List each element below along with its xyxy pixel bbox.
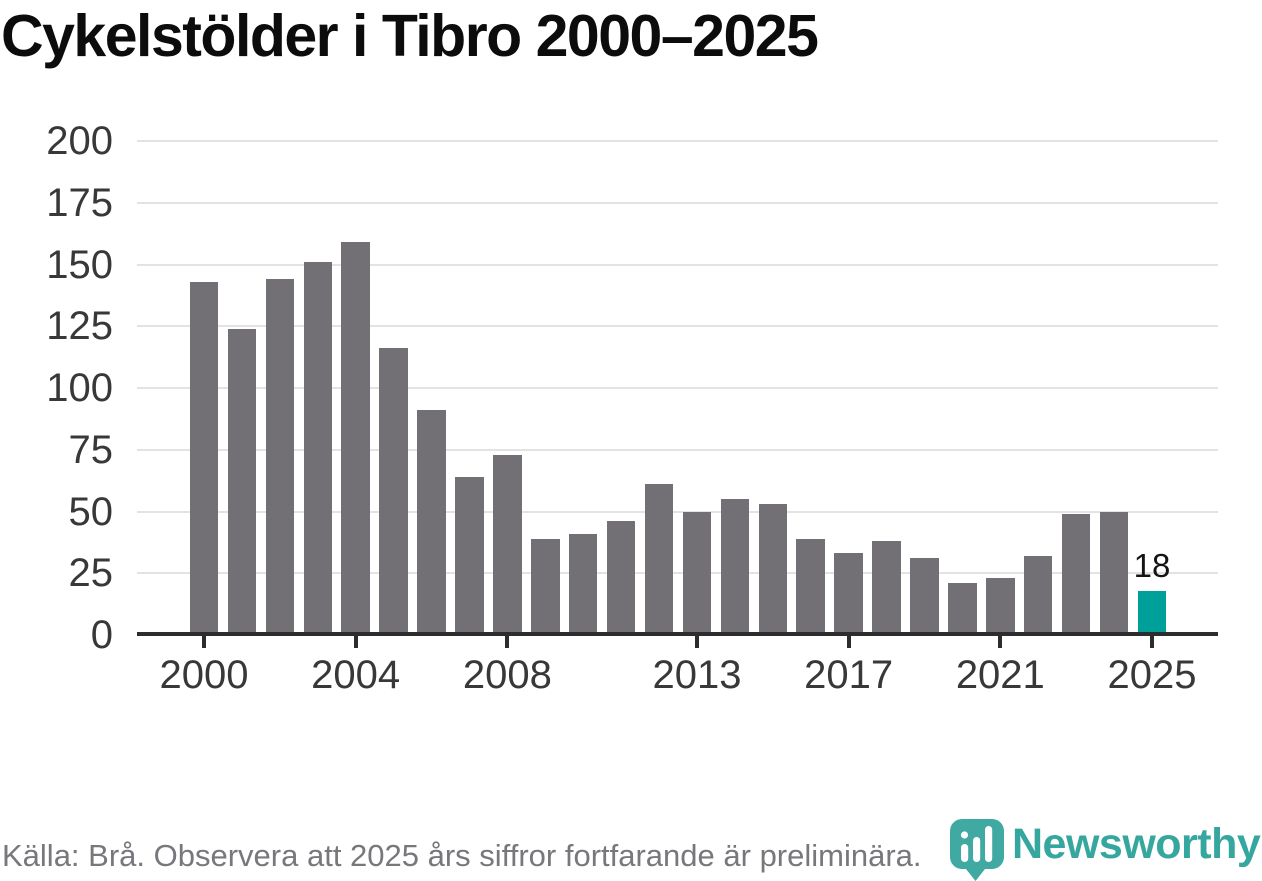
bar-2007: [455, 476, 484, 635]
gridline-175: [137, 201, 1218, 204]
newsworthy-wordmark: Newsworthy: [1012, 820, 1261, 868]
y-axis-label-175: 175: [46, 180, 113, 225]
y-axis-label-50: 50: [68, 489, 114, 534]
page-title: Cykelstölder i Tibro 2000–2025: [1, 3, 819, 69]
gridline-100: [137, 387, 1218, 389]
x-axis-label-2021: 2021: [955, 653, 1045, 697]
value-label-2025: 18: [1133, 546, 1171, 584]
x-tick-2008: [505, 636, 510, 648]
chart-bars-glyph: [960, 826, 993, 862]
y-axis-label-25: 25: [68, 551, 114, 596]
newsworthy-logo: Newsworthy: [946, 808, 1262, 881]
source-note: Källa: Brå. Observera att 2025 års siffr…: [2, 838, 922, 873]
x-axis-label-2013: 2013: [652, 653, 742, 697]
gridline-150: [137, 263, 1218, 266]
bar-2021: [986, 578, 1015, 635]
bar-2016: [796, 538, 825, 635]
x-tick-2013: [694, 636, 699, 648]
plot-area: [137, 140, 1218, 635]
bar-2008: [493, 454, 522, 635]
bar-2023: [1061, 513, 1091, 635]
bar-2018: [872, 541, 901, 635]
bar-2005: [379, 348, 408, 635]
bar-2019: [910, 558, 939, 635]
bar-2000: [189, 281, 219, 635]
bar-2010: [568, 533, 598, 635]
bar-2025: [1137, 590, 1167, 635]
x-axis-label-2000: 2000: [159, 653, 249, 697]
x-axis-label-2008: 2008: [462, 653, 552, 697]
bar-2009: [531, 538, 560, 635]
bar-2013: [682, 511, 712, 635]
bar-2022: [1023, 555, 1053, 635]
bar-2006: [417, 410, 446, 635]
gridline-25: [137, 572, 1218, 575]
x-tick-2004: [353, 636, 358, 648]
gridline-125: [137, 325, 1218, 328]
x-axis-label-2025: 2025: [1107, 653, 1197, 697]
newsworthy-logo-icon: [950, 819, 1004, 881]
bar-2004: [341, 242, 370, 635]
bar-2020: [948, 583, 977, 635]
y-axis-label-150: 150: [46, 242, 113, 287]
y-axis-label-75: 75: [68, 427, 114, 472]
bar-2014: [720, 499, 750, 635]
x-tick-2017: [846, 636, 851, 648]
bar-2001: [227, 328, 257, 635]
y-axis-label-0: 0: [90, 613, 113, 657]
x-axis-line: [137, 632, 1218, 636]
bar-2003: [303, 262, 332, 635]
gridline-75: [137, 448, 1218, 451]
y-axis-label-100: 100: [46, 366, 113, 410]
gridline-200: [137, 140, 1218, 142]
bar-2024: [1099, 511, 1129, 635]
bar-2002: [265, 279, 295, 635]
y-axis-label-125: 125: [46, 304, 113, 349]
x-axis-label-2004: 2004: [311, 653, 401, 697]
y-axis-label-200: 200: [46, 119, 113, 163]
bar-2011: [606, 521, 636, 635]
x-tick-2025: [1150, 636, 1154, 648]
bar-2012: [644, 484, 674, 635]
x-axis-label-2017: 2017: [804, 653, 894, 697]
gridline-50: [137, 510, 1218, 513]
x-tick-2000: [202, 636, 206, 648]
bar-2017: [834, 553, 863, 635]
x-tick-2021: [998, 636, 1003, 648]
bar-2015: [758, 504, 788, 635]
